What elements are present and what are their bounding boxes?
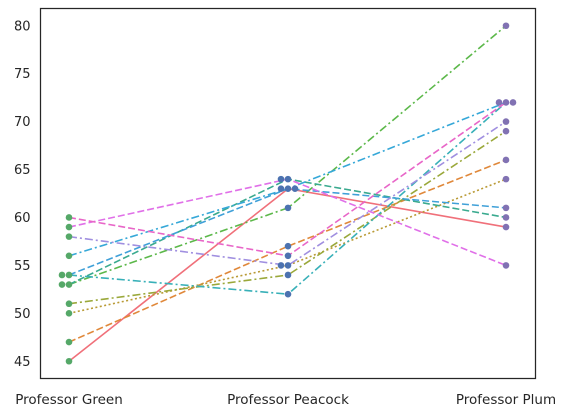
data-point-2-5 <box>284 204 292 212</box>
x-tick-label: Professor Peacock <box>227 392 349 408</box>
data-point-1-8 <box>65 252 73 260</box>
data-point-3-12 <box>509 99 517 106</box>
data-point-1-10 <box>65 233 73 240</box>
y-axis: 45 50 55 60 65 70 75 80 <box>14 19 31 370</box>
data-point-2-3 <box>284 262 292 269</box>
series-layer <box>68 25 507 362</box>
data-point-3-8 <box>495 99 503 106</box>
data-point-1-3 <box>65 310 73 317</box>
series-line-6 <box>68 178 507 286</box>
data-point-2-7 <box>284 290 292 298</box>
data-point-3-9 <box>502 204 510 212</box>
x-axis: Professor Green Professor Peacock Professo… <box>15 392 556 408</box>
y-tick-label: 70 <box>14 115 31 130</box>
data-point-3-11 <box>502 262 510 269</box>
data-point-3-6 <box>502 214 510 221</box>
y-tick-label: 80 <box>14 19 31 34</box>
data-point-2-6 <box>284 175 292 183</box>
data-point-3-10 <box>502 118 510 125</box>
data-point-3-4 <box>502 127 510 135</box>
y-tick-label: 45 <box>14 355 31 370</box>
x-tick-label: Professor Green <box>15 392 123 408</box>
data-point-1-7 <box>65 271 73 279</box>
data-point-2-9 <box>291 185 299 193</box>
data-point-1-11 <box>65 223 73 231</box>
series-line-5 <box>68 25 507 286</box>
y-tick-label: 75 <box>14 67 31 82</box>
data-point-3-7 <box>502 99 510 106</box>
x-tick-label: Professor Plum <box>456 392 556 408</box>
data-point-1-4 <box>65 300 73 308</box>
data-point-2-8 <box>277 185 285 193</box>
data-point-3-5 <box>502 22 510 30</box>
y-tick-label: 60 <box>14 211 31 226</box>
data-point-2-12 <box>284 252 292 260</box>
plot-frame <box>39 7 537 380</box>
data-point-2-10 <box>277 262 285 269</box>
data-point-2-11 <box>277 175 285 183</box>
y-tick-label: 55 <box>14 259 31 274</box>
data-point-1-12 <box>65 214 73 221</box>
data-point-3-3 <box>502 175 510 183</box>
data-point-2-1 <box>284 185 292 193</box>
data-point-1-5 <box>65 281 73 288</box>
data-point-3-2 <box>502 156 510 164</box>
y-tick-label: 50 <box>14 307 31 322</box>
marker-layer <box>58 22 517 365</box>
data-point-2-2 <box>284 242 292 250</box>
data-point-1-9 <box>58 271 66 279</box>
y-tick-label: 65 <box>14 163 31 178</box>
data-point-2-4 <box>284 271 292 279</box>
data-point-3-1 <box>502 223 510 231</box>
data-point-1-2 <box>65 338 73 346</box>
data-point-1-1 <box>65 357 73 365</box>
series-line-2 <box>68 159 507 343</box>
data-point-1-6 <box>58 281 66 288</box>
